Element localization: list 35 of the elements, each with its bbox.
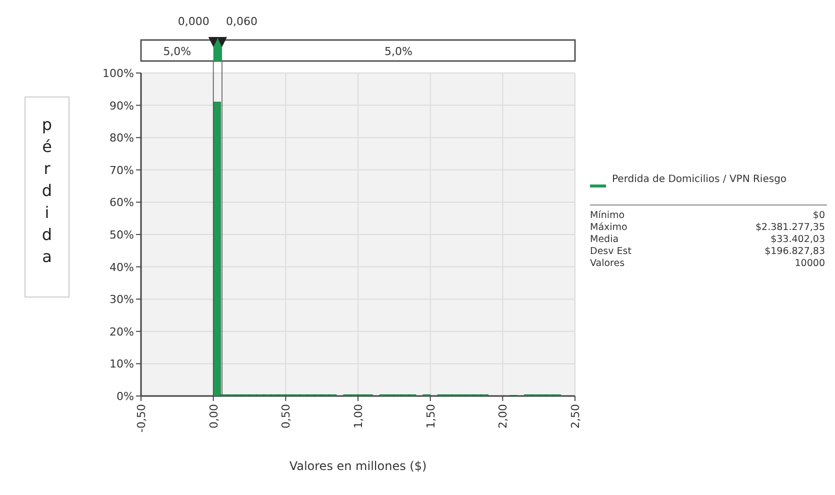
- y-axis-title: pérdida: [42, 115, 52, 266]
- legend-label: Perdida de Domicilios / VPN Riesgo: [612, 174, 787, 185]
- x-tick-label: -0,50: [135, 404, 148, 432]
- text: 10000: [794, 258, 825, 269]
- x-tick-label: 1,50: [424, 404, 438, 428]
- ref-line-label: 0,000: [178, 15, 210, 28]
- text: $33.402,03: [770, 234, 825, 245]
- x-tick-label: 2,50: [569, 404, 582, 428]
- text: $2.381.277,35: [755, 222, 825, 233]
- x-tick-label: 1,00: [352, 404, 365, 428]
- text: Desv Est: [590, 246, 632, 257]
- text: $196.827,83: [764, 246, 825, 257]
- y-tick-label: 50%: [110, 228, 134, 242]
- y-tick-label: 60%: [110, 196, 134, 210]
- text: 5,0%: [163, 45, 192, 58]
- x-tick-label: 2,00: [496, 404, 510, 428]
- y-tick-label: 20%: [110, 325, 134, 338]
- text: Media: [590, 234, 619, 245]
- y-tick-label: 90%: [110, 99, 134, 112]
- text: Mínimo: [590, 210, 625, 221]
- ref-line-label: 0,060: [226, 15, 258, 28]
- x-axis-title: Valores en millones ($): [289, 459, 427, 473]
- y-tick-label: 0%: [116, 390, 134, 403]
- y-tick-label: 80%: [110, 132, 134, 145]
- y-tick-label: 70%: [110, 164, 134, 177]
- text: 5,0%: [384, 45, 412, 58]
- y-tick-label: 10%: [110, 358, 134, 371]
- text: $0: [812, 210, 825, 221]
- text: Valores: [590, 258, 625, 269]
- text: Máximo: [590, 222, 628, 233]
- y-tick-label: 100%: [102, 67, 134, 80]
- x-tick-label: 0,00: [207, 404, 220, 428]
- x-tick-label: 0,50: [280, 404, 293, 428]
- y-tick-label: 30%: [110, 293, 134, 306]
- y-tick-label: 40%: [110, 260, 134, 274]
